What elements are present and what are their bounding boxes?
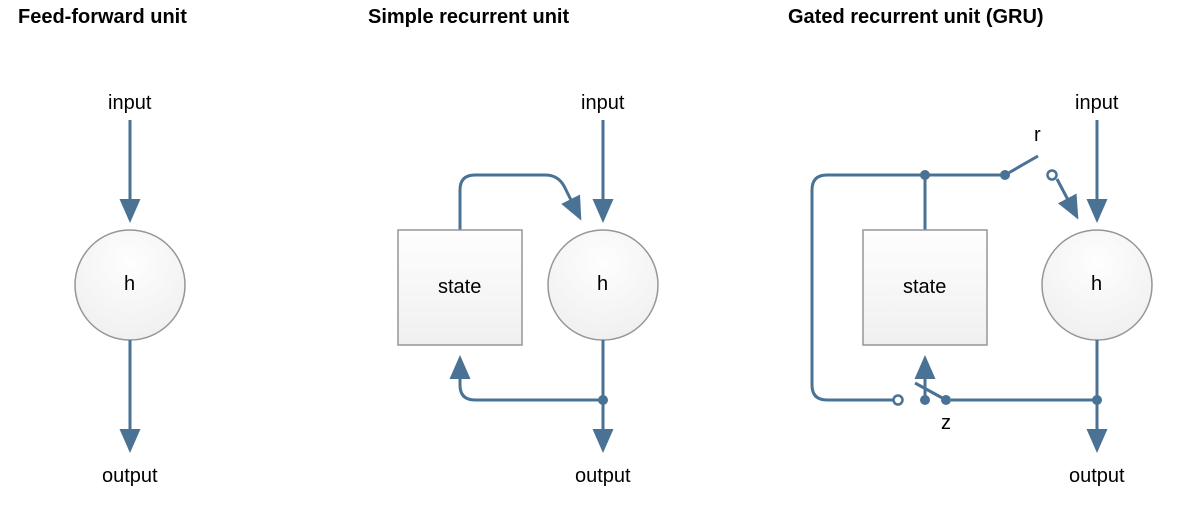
z-mid-dot [920,395,930,405]
r-switch-to-h [1057,179,1077,217]
z-label: z [941,412,951,435]
state-label: state [903,276,946,299]
state-to-h-path [460,175,580,230]
state-label: state [438,276,481,299]
state-top-to-switch [925,175,1005,230]
input-label: input [581,92,624,115]
r-switch-right-terminal [1048,171,1057,180]
z-switch-arm [915,383,946,400]
svg-gru [770,0,1204,522]
output-label: output [1069,465,1125,488]
junction-dot [598,395,608,405]
output-label: output [575,465,631,488]
svg-feedforward [0,0,330,522]
svg-simple [350,0,750,522]
z-switch-left-terminal [894,396,903,405]
h-label: h [597,273,608,296]
output-label: output [102,465,158,488]
r-label: r [1034,124,1041,147]
h-label: h [1091,273,1102,296]
feedback-path [460,358,603,400]
r-switch-arm [1005,156,1038,175]
input-label: input [108,92,151,115]
input-label: input [1075,92,1118,115]
h-label: h [124,273,135,296]
